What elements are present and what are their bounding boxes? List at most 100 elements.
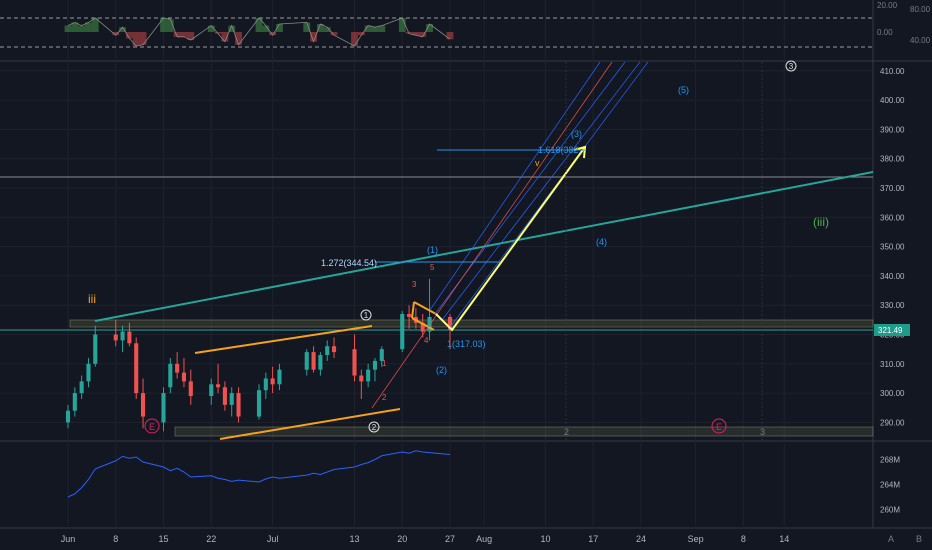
- rsi-bar: [132, 32, 140, 46]
- time-axis[interactable]: Jun 8 15 22 Jul 13 20 27 Aug 10 17 24 Sep 8 14: [61, 534, 790, 544]
- rsi-bar: [187, 32, 195, 40]
- channel-lower-line: [219, 408, 401, 440]
- candle-body: [72, 393, 77, 411]
- candle-body: [331, 346, 337, 353]
- price-tick-label: 390.00: [880, 125, 905, 134]
- projection-center-line: [371, 61, 613, 409]
- rsi-bar: [166, 19, 174, 32]
- label-grid-2: 2: [564, 427, 569, 437]
- projection-channel-line-3: [447, 61, 649, 331]
- price-tick-label: 310.00: [880, 360, 905, 369]
- support-zone: [174, 426, 874, 437]
- rsi-bar: [357, 32, 365, 36]
- rsi-bar: [64, 25, 72, 32]
- time-tick-label: 22: [206, 534, 216, 544]
- candle-body: [79, 381, 84, 394]
- volume-tick-label: 268M: [880, 456, 900, 465]
- label-iii-green: (iii): [813, 215, 829, 229]
- rsi-bar: [214, 32, 222, 34]
- candle-body: [65, 410, 71, 423]
- time-tick-label: 15: [158, 534, 168, 544]
- rsi-line: [67, 17, 451, 47]
- candle-body: [263, 378, 268, 391]
- candle-body: [175, 363, 180, 373]
- resistance-zone: [69, 319, 874, 328]
- projection-channel-line-4: [429, 61, 601, 311]
- label-iii-orange: iii: [88, 292, 96, 306]
- candle-body: [277, 369, 282, 385]
- price-tick-label: 290.00: [880, 418, 905, 427]
- time-tick-label: Jul: [267, 534, 279, 544]
- rsi-bar: [316, 24, 324, 32]
- rsi-bar: [378, 25, 386, 32]
- rsi-bar: [364, 25, 372, 32]
- time-tick-label: 17: [588, 534, 598, 544]
- rsi-bar: [255, 18, 263, 32]
- price-tick-label: 330.00: [880, 301, 905, 310]
- circled-E-right-marker: [711, 418, 727, 434]
- label-paren-5: (5): [678, 85, 689, 95]
- rsi-bar: [180, 32, 188, 37]
- price-tick-label: 340.00: [880, 272, 905, 281]
- candle-body: [304, 352, 309, 370]
- candle-body: [420, 322, 425, 332]
- label-grid-3: 3: [760, 427, 765, 437]
- candle-body: [379, 349, 384, 361]
- rsi-tick-left-1: 0.00: [877, 28, 893, 37]
- rsi-bar: [85, 22, 92, 32]
- price-tick-label: 400.00: [880, 96, 905, 105]
- rsi-bar: [78, 25, 86, 32]
- rsi-bar: [160, 18, 167, 32]
- volume-axis: 268M 264M 260M: [880, 456, 900, 515]
- rsi-bar: [91, 18, 99, 32]
- rsi-bar: [371, 27, 379, 32]
- time-tick-label: 14: [779, 534, 789, 544]
- label-paren-1: (1): [427, 245, 438, 255]
- rsi-bar: [125, 32, 133, 39]
- arrow-head-icon: [573, 145, 587, 159]
- rsi-bar: [262, 25, 270, 32]
- time-tick-label: Aug: [476, 534, 492, 544]
- label-fib-1: 1(317.03): [447, 339, 486, 349]
- candle-body: [407, 314, 412, 317]
- time-tick-label: 10: [540, 534, 550, 544]
- volume-tick-label: 264M: [880, 481, 900, 490]
- time-tick-label: 27: [445, 534, 455, 544]
- price-tick-label: 410.00: [880, 67, 905, 76]
- rsi-bar: [71, 22, 79, 32]
- grid-lines: [0, 0, 873, 528]
- rsi-bar: [119, 27, 126, 32]
- price-tick-label: 360.00: [880, 213, 905, 222]
- label-fib-1272: 1.272(344.54): [321, 258, 377, 268]
- flag-left-line: [411, 301, 415, 319]
- candle-body: [236, 393, 241, 417]
- time-tick-label: 13: [349, 534, 359, 544]
- candle-body: [427, 316, 432, 332]
- candle-body: [270, 378, 275, 385]
- label-E-right: E: [716, 422, 722, 432]
- candle-body: [216, 384, 221, 388]
- price-tick-label: 370.00: [880, 184, 905, 193]
- time-tick-label: 8: [113, 534, 118, 544]
- rsi-tick-left-0: 20.00: [877, 1, 898, 10]
- candle-body: [318, 355, 323, 370]
- label-sub-5: 5: [430, 263, 435, 272]
- time-tick-label: Sep: [688, 534, 704, 544]
- candle-body: [400, 314, 405, 350]
- candle-body: [372, 360, 378, 370]
- auto-scale-button[interactable]: A: [888, 534, 894, 544]
- rsi-panel: 20.00 0.00 80.00 40.00: [0, 1, 931, 48]
- time-tick-label: Jun: [61, 534, 76, 544]
- label-E-left: E: [149, 422, 155, 432]
- rsi-bar: [207, 25, 215, 32]
- drawings: [94, 61, 874, 441]
- candle-body: [181, 372, 187, 382]
- time-tick-label: 24: [636, 534, 646, 544]
- price-tick-label: 380.00: [880, 155, 905, 164]
- log-scale-button[interactable]: B: [916, 534, 922, 544]
- volume-tick-label: 260M: [880, 506, 900, 515]
- candle-body: [447, 316, 453, 331]
- rsi-bar: [112, 32, 120, 36]
- rsi-bar: [330, 32, 338, 36]
